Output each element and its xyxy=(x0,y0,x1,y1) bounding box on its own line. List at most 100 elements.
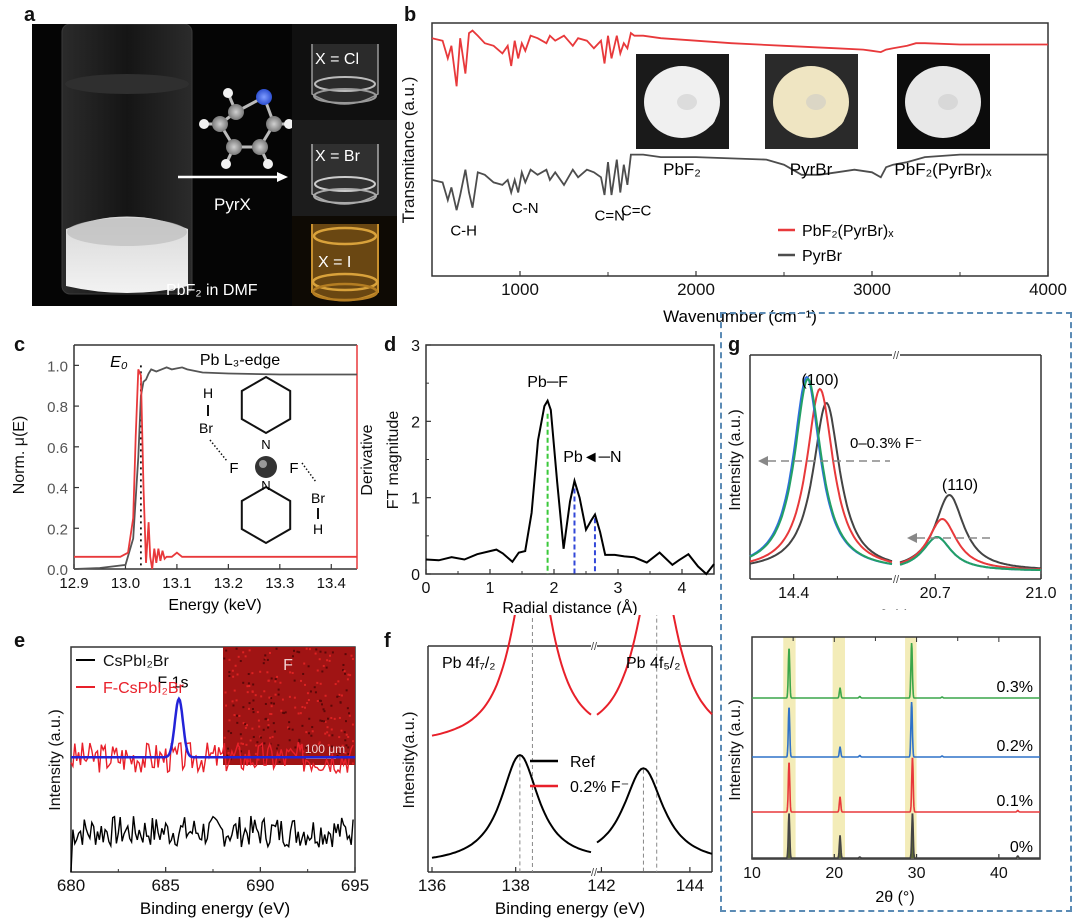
hydrogen-atom xyxy=(199,119,209,129)
map-speckle xyxy=(322,664,325,667)
shift-arrow-icon xyxy=(758,456,768,466)
map-speckle xyxy=(311,730,314,733)
carbon-atom xyxy=(228,104,244,120)
map-speckle xyxy=(340,729,343,732)
peak-label-100: (100) xyxy=(801,372,838,389)
peak-label: F 1s xyxy=(157,675,188,692)
map-speckle xyxy=(245,723,248,726)
x-axis-label: Binding energy (eV) xyxy=(140,899,290,918)
y-axis-label: Norm. μ(E) xyxy=(11,416,28,495)
map-speckle xyxy=(284,711,287,714)
map-speckle xyxy=(322,708,325,711)
shift-annotation: 0–0.3% F⁻ xyxy=(850,435,922,452)
map-speckle xyxy=(316,700,319,703)
panel-label-g: g xyxy=(728,334,741,356)
map-speckle xyxy=(265,717,268,720)
map-speckle xyxy=(291,728,294,731)
br-atom-label: Br xyxy=(199,420,213,436)
map-speckle xyxy=(338,693,341,696)
map-speckle xyxy=(307,665,310,668)
map-speckle xyxy=(324,651,327,654)
map-speckle xyxy=(272,722,275,725)
map-speckle xyxy=(277,688,280,691)
map-speckle xyxy=(228,674,231,677)
series-03-seg0 xyxy=(749,377,893,565)
chart-f-xps-pb4f: // // 136 138 142 144 Binding energy (eV) Inten… xyxy=(401,615,713,918)
x-tick-label: 13.3 xyxy=(265,575,294,592)
series-xrd-02 xyxy=(752,701,1040,758)
map-speckle xyxy=(297,712,300,715)
map-speckle xyxy=(237,742,240,745)
map-speckle xyxy=(274,680,277,683)
map-speckle xyxy=(249,739,252,742)
panel-a-photo: PyrX PbF₂ in DMF X = Cl X = Br X = I xyxy=(32,24,397,306)
y-tick-label: 0 xyxy=(411,567,420,584)
map-speckle xyxy=(280,709,283,712)
x-tick-label: 10 xyxy=(743,865,761,882)
series-f-doped-seg1 xyxy=(596,615,713,716)
map-speckle xyxy=(338,752,341,755)
map-speckle xyxy=(343,731,346,734)
hydrogen-bond xyxy=(209,439,228,462)
map-speckle xyxy=(242,706,245,709)
map-speckle xyxy=(314,652,317,655)
e0-label: E₀ xyxy=(110,354,128,371)
map-speckle xyxy=(281,698,284,701)
map-speckle xyxy=(298,744,301,747)
map-speckle xyxy=(238,714,241,717)
map-speckle xyxy=(224,691,227,694)
map-speckle xyxy=(308,717,311,720)
x-tick-label: 1 xyxy=(486,580,495,597)
br-atom-label: Br xyxy=(311,490,325,506)
map-speckle xyxy=(303,683,306,686)
n-atom-label: N xyxy=(261,478,270,493)
map-speckle xyxy=(309,690,312,693)
map-speckle xyxy=(236,714,239,717)
map-speckle xyxy=(225,704,228,707)
x-axis-label: Wavenumber (cm⁻¹) xyxy=(663,307,817,326)
map-speckle xyxy=(248,684,251,687)
map-speckle xyxy=(287,726,290,729)
powder-shadow xyxy=(806,94,826,110)
map-speckle xyxy=(307,751,310,754)
map-speckle xyxy=(336,695,339,698)
map-speckle xyxy=(318,658,321,661)
series-xrd-01 xyxy=(752,757,1040,813)
f-elemental-map xyxy=(223,647,355,765)
big-vial xyxy=(61,24,193,295)
map-speckle xyxy=(345,744,348,747)
map-speckle xyxy=(282,711,285,714)
map-speckle xyxy=(252,711,255,714)
map-speckle xyxy=(267,679,270,682)
map-speckle xyxy=(252,735,255,738)
map-speckle xyxy=(262,662,265,665)
hydrogen-bond xyxy=(301,462,317,483)
map-speckle xyxy=(230,732,233,735)
map-speckle xyxy=(227,730,230,733)
map-speckle xyxy=(293,679,296,682)
x-tick-label: 21.0 xyxy=(1025,585,1056,602)
vial-cl: X = Cl xyxy=(292,24,397,120)
map-speckle xyxy=(244,723,247,726)
map-speckle xyxy=(242,722,245,725)
map-speckle xyxy=(334,683,337,686)
map-speckle xyxy=(278,760,281,763)
map-speckle xyxy=(226,754,229,757)
chart-c-xanes: 12.9 13.0 13.1 13.2 13.3 13.4 0.0 0.2 0.4 0.6 0.8 1… xyxy=(11,344,376,614)
x-tick-label: 4000 xyxy=(1029,280,1067,299)
series-ref-seg1 xyxy=(596,767,713,855)
map-speckle xyxy=(339,701,342,704)
chart-g-xrd-full: 10 20 30 40 2θ (°) Intensity (a.u.) 0.3% 0.2% 0.… xyxy=(727,636,1041,906)
map-speckle xyxy=(348,714,351,717)
peak-label-110: (110) xyxy=(942,477,978,494)
map-speckle xyxy=(347,735,350,738)
pyridine-ring-bottom xyxy=(240,485,292,545)
map-speckle xyxy=(323,720,326,723)
series-03-seg1 xyxy=(899,536,1042,572)
series-f-doped-seg0 xyxy=(431,615,592,737)
y-axis-label-right: Derivative xyxy=(359,424,376,495)
map-speckle xyxy=(270,705,273,708)
map-speckle xyxy=(293,649,296,652)
coordination-structure: N N F F H Br Br H xyxy=(199,375,325,545)
map-speckle xyxy=(331,651,334,654)
